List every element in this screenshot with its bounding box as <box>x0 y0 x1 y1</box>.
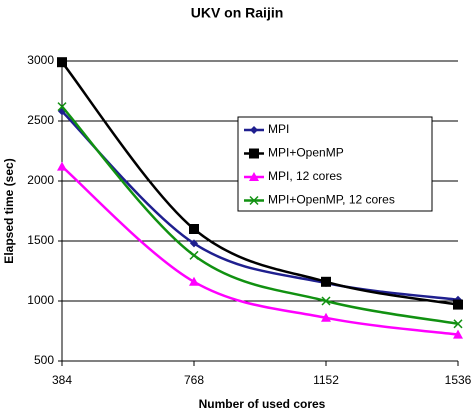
marker <box>453 319 463 329</box>
x-axis-label: Number of used cores <box>199 397 326 411</box>
marker <box>189 276 199 286</box>
series-line <box>61 165 459 336</box>
legend-marker <box>249 148 259 159</box>
series-line <box>61 61 459 306</box>
y-axis-label: Elapsed time (sec) <box>2 158 16 263</box>
marker <box>57 161 67 171</box>
y-tick-label: 1000 <box>27 293 54 307</box>
marker <box>190 239 198 248</box>
y-tick-label: 2500 <box>27 113 54 127</box>
x-tick-label: 768 <box>184 373 204 387</box>
legend-marker <box>249 195 259 206</box>
x-tick-label: 1536 <box>445 373 472 387</box>
series-line <box>61 110 459 302</box>
marker <box>321 296 331 306</box>
marker <box>189 250 199 260</box>
legend-marker <box>249 172 259 181</box>
legend-label: MPI+OpenMP <box>268 146 344 160</box>
legend-box <box>237 116 433 212</box>
y-tick-label: 3000 <box>27 53 54 67</box>
y-tick-label: 2000 <box>27 173 54 187</box>
marker <box>321 276 331 287</box>
legend-label: MPI <box>268 122 289 136</box>
legend-label: MPI, 12 cores <box>268 169 342 183</box>
x-tick-label: 384 <box>52 373 72 387</box>
chart-title: UKV on Raijin <box>191 5 284 21</box>
marker <box>321 312 331 322</box>
marker <box>57 57 67 68</box>
marker <box>189 224 199 234</box>
marker <box>453 329 463 339</box>
legend-label: MPI+OpenMP, 12 cores <box>268 193 395 207</box>
series-line <box>61 105 459 326</box>
x-tick-label: 1152 <box>313 373 339 387</box>
marker <box>57 102 67 112</box>
legend-marker <box>250 126 258 134</box>
y-tick-label: 500 <box>34 353 54 367</box>
y-tick-label: 1500 <box>27 233 54 247</box>
marker <box>453 299 463 310</box>
